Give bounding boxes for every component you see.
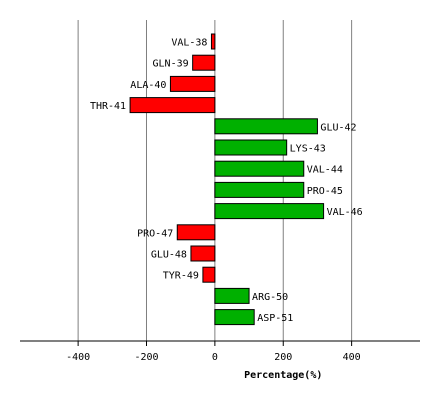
- bar-labels: VAL-38 GLN-39 ALA-40 THR-41 GLU-42 LYS-43 VAL-…: [90, 38, 363, 325]
- bar-label: LYS-43: [290, 144, 326, 155]
- bar-pro-47: [176, 224, 216, 241]
- x-tick-label: -400: [66, 352, 90, 363]
- bar-gln-39: [192, 54, 216, 71]
- bar-label: ARG-50: [252, 292, 288, 303]
- x-tick-label: 0: [212, 352, 218, 363]
- bar-label: TYR-49: [163, 271, 199, 282]
- bar-val-38: [210, 33, 216, 50]
- bar-label: ASP-51: [257, 313, 293, 324]
- bar-tyr-49: [202, 266, 216, 283]
- bar-thr-41: [129, 97, 216, 114]
- bar-label: VAL-46: [327, 207, 363, 218]
- bar-label: VAL-38: [171, 38, 207, 49]
- grid-lines: [77, 20, 353, 341]
- x-tick-label: 400: [343, 352, 361, 363]
- x-tick-label: 200: [274, 352, 292, 363]
- bar-pro-45: [214, 181, 305, 198]
- x-ticks: -400 -200 0 200 400: [66, 341, 361, 363]
- bar-glu-42: [214, 118, 318, 135]
- x-axis-title: Percentage(%): [244, 370, 322, 381]
- x-tick-label: -200: [134, 352, 158, 363]
- bar-label: PRO-45: [307, 186, 343, 197]
- bar-label: VAL-44: [307, 165, 343, 176]
- bar-val-44: [214, 160, 305, 177]
- bar-label: PRO-47: [137, 228, 173, 239]
- bar-label: THR-41: [90, 101, 126, 112]
- bar-asp-51: [214, 309, 255, 326]
- bar-label: GLN-39: [153, 59, 189, 70]
- bar-lys-43: [214, 139, 288, 156]
- bar-label: ALA-40: [130, 80, 166, 91]
- bar-ala-40: [169, 75, 216, 92]
- bar-label: GLU-48: [151, 250, 187, 261]
- bars: [129, 33, 325, 326]
- bar-glu-48: [190, 245, 216, 262]
- bar-arg-50: [214, 287, 250, 304]
- bar-val-46: [214, 203, 325, 220]
- bar-label: GLU-42: [320, 122, 356, 133]
